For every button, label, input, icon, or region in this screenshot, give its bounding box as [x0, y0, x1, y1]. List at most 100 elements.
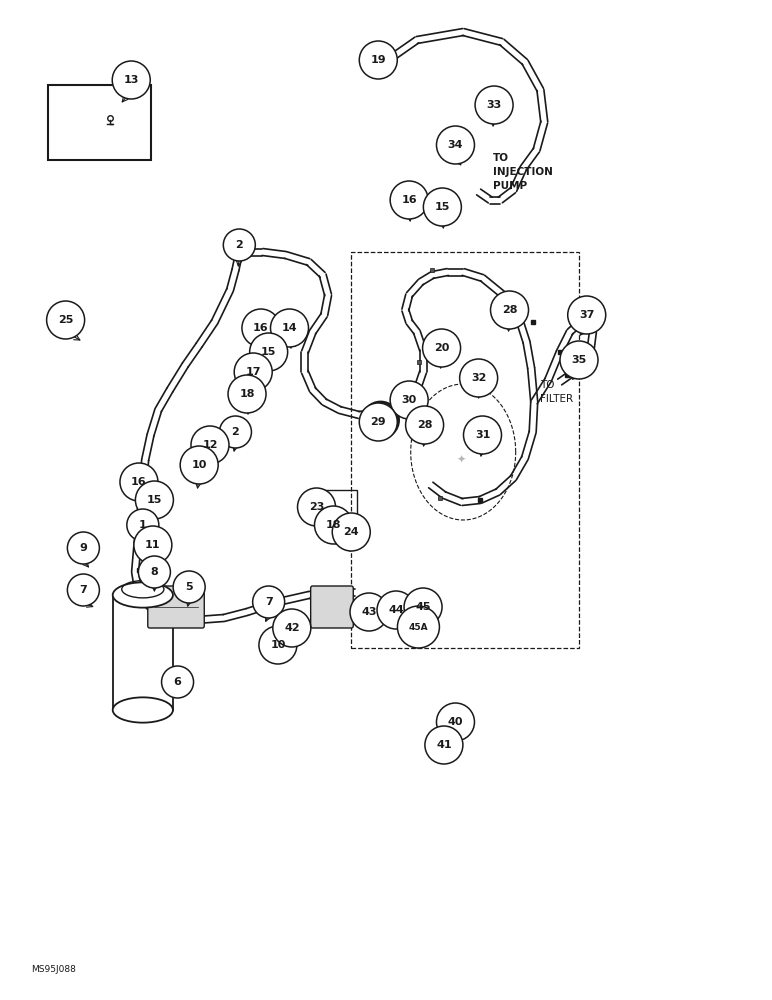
Circle shape: [490, 291, 529, 329]
Bar: [289, 334, 295, 346]
Circle shape: [161, 666, 194, 698]
Text: 42: 42: [284, 623, 300, 633]
FancyBboxPatch shape: [147, 586, 205, 628]
Text: 45A: 45A: [408, 622, 428, 632]
Text: 31: 31: [475, 430, 490, 440]
Circle shape: [259, 626, 297, 664]
Text: 15: 15: [435, 202, 450, 212]
Circle shape: [350, 593, 388, 631]
Circle shape: [228, 375, 266, 413]
Circle shape: [120, 463, 158, 501]
Text: 13: 13: [124, 75, 139, 85]
Circle shape: [252, 586, 285, 618]
Text: 44: 44: [388, 605, 404, 615]
Circle shape: [135, 481, 174, 519]
Circle shape: [134, 526, 172, 564]
Text: 15: 15: [261, 347, 276, 357]
Circle shape: [273, 609, 311, 647]
Text: 33: 33: [486, 100, 502, 110]
Circle shape: [359, 41, 398, 79]
Text: 12: 12: [202, 440, 218, 450]
Text: 19: 19: [371, 55, 386, 65]
Ellipse shape: [113, 582, 173, 608]
Circle shape: [404, 588, 442, 626]
Text: 45: 45: [415, 602, 431, 612]
Circle shape: [67, 532, 100, 564]
Text: 16: 16: [253, 323, 269, 333]
Text: 35: 35: [571, 355, 587, 365]
Text: TO
INJECTION
PUMP: TO INJECTION PUMP: [493, 153, 553, 191]
Circle shape: [234, 353, 273, 391]
Circle shape: [425, 726, 463, 764]
Text: 28: 28: [417, 420, 432, 430]
Circle shape: [219, 416, 252, 448]
Circle shape: [270, 309, 309, 347]
Text: 41: 41: [436, 740, 452, 750]
Bar: [113, 595, 173, 710]
Circle shape: [405, 406, 444, 444]
Circle shape: [567, 296, 606, 334]
Bar: [323, 489, 357, 534]
Bar: [247, 398, 252, 404]
Text: 17: 17: [245, 367, 261, 377]
Text: MS95J088: MS95J088: [31, 966, 76, 974]
Text: 2: 2: [235, 240, 243, 250]
Circle shape: [436, 703, 475, 741]
Circle shape: [223, 229, 256, 261]
Text: TO
FILTER: TO FILTER: [540, 380, 574, 404]
Text: 18: 18: [326, 520, 341, 530]
Text: 18: 18: [239, 389, 255, 399]
Text: 29: 29: [371, 417, 386, 427]
Circle shape: [127, 509, 159, 541]
Circle shape: [332, 513, 371, 551]
Bar: [48, 85, 151, 160]
Circle shape: [67, 574, 100, 606]
Ellipse shape: [113, 697, 173, 723]
Circle shape: [463, 416, 502, 454]
Circle shape: [390, 181, 428, 219]
Bar: [405, 200, 412, 214]
Circle shape: [46, 301, 85, 339]
Text: 25: 25: [58, 315, 73, 325]
Text: ✦: ✦: [457, 455, 466, 465]
Text: 1: 1: [139, 520, 147, 530]
Circle shape: [390, 381, 428, 419]
Text: 28: 28: [502, 305, 517, 315]
Text: 2: 2: [232, 427, 239, 437]
Circle shape: [112, 61, 151, 99]
Bar: [351, 252, 579, 648]
Circle shape: [173, 571, 205, 603]
Circle shape: [475, 86, 513, 124]
Bar: [261, 332, 270, 340]
Text: 15: 15: [147, 495, 162, 505]
Text: 20: 20: [434, 343, 449, 353]
Bar: [438, 207, 445, 221]
Circle shape: [314, 506, 353, 544]
Text: 30: 30: [401, 395, 417, 405]
FancyBboxPatch shape: [310, 586, 354, 628]
Circle shape: [560, 341, 598, 379]
Text: 11: 11: [145, 540, 161, 550]
Text: 16: 16: [131, 477, 147, 487]
Bar: [249, 379, 255, 385]
Circle shape: [398, 606, 439, 648]
Circle shape: [436, 126, 475, 164]
Circle shape: [459, 359, 498, 397]
Text: 6: 6: [174, 677, 181, 687]
Text: 32: 32: [471, 373, 486, 383]
Text: 8: 8: [151, 567, 158, 577]
Text: 37: 37: [579, 310, 594, 320]
Circle shape: [249, 333, 288, 371]
Circle shape: [423, 188, 462, 226]
Bar: [269, 354, 276, 360]
Text: 14: 14: [282, 323, 297, 333]
Circle shape: [242, 309, 280, 347]
Circle shape: [359, 403, 398, 441]
Text: 34: 34: [448, 140, 463, 150]
Text: 40: 40: [448, 717, 463, 727]
Text: 9: 9: [80, 543, 87, 553]
Text: 5: 5: [185, 582, 193, 592]
Text: 24: 24: [344, 527, 359, 537]
Text: 10: 10: [191, 460, 207, 470]
Circle shape: [180, 446, 218, 484]
